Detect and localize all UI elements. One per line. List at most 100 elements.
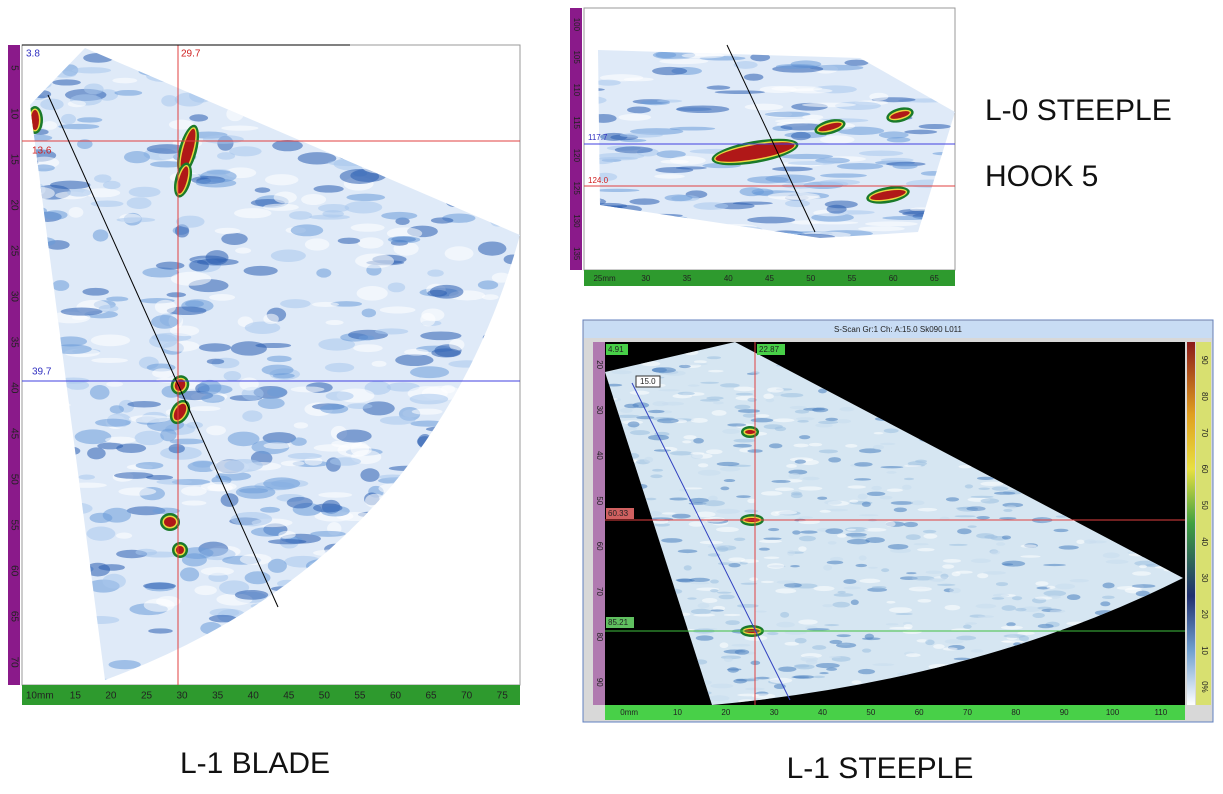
scan-texture [837,534,847,538]
x-tick-label: 30 [770,708,779,717]
scan-texture [992,597,1004,600]
scan-texture [812,408,828,413]
scan-texture [652,367,676,373]
scan-texture [854,478,871,480]
x-tick-label: 25mm [593,274,616,283]
x-tick-label: 35 [683,274,692,283]
scan-texture [880,496,893,500]
scan-texture [615,146,653,153]
scan-texture [1002,535,1011,539]
scan-texture [894,508,907,513]
scan-texture [862,502,871,507]
scan-texture [84,83,104,94]
y-tick-label: 40 [595,451,604,460]
scan-texture [718,562,731,565]
scan-texture [87,527,116,541]
y-tick-label: 20 [1200,610,1209,619]
scan-texture [659,59,708,65]
scan-texture [1035,596,1053,599]
scan-texture [887,489,903,492]
scan-texture [61,114,76,125]
scan-texture [886,601,895,604]
scan-texture [747,678,759,682]
scan-texture [724,614,741,616]
scan-texture [1002,605,1016,611]
scan-texture [755,611,767,613]
scan-texture [231,341,267,355]
x-tick-label: 35 [212,691,224,702]
scan-texture [909,587,932,592]
scan-texture [244,266,278,276]
scan-texture [820,510,831,513]
scan-texture [868,567,878,569]
scan-texture [994,492,1015,495]
scan-texture [799,536,816,541]
scan-texture [819,449,838,453]
scan-texture [670,451,693,455]
scan-texture [773,418,795,422]
scan-texture [380,306,416,313]
scan-texture [267,356,292,363]
scan-texture [843,579,856,584]
scan-texture [478,280,498,289]
scan-texture [180,567,199,581]
scan-texture [816,663,840,668]
scan-texture [710,609,723,611]
scan-composite: 3.8 29.7 13.6 39.7 L-1 BLADE 117.7 124.0… [0,0,1223,789]
scan-texture [262,365,294,376]
scan-texture [943,647,958,650]
scan-texture [967,525,976,528]
scan-texture [353,344,382,352]
scan-texture [194,586,217,596]
x-tick-label: 65 [426,691,438,702]
x-tick-label: 90 [1060,708,1069,717]
scan-texture [312,302,339,307]
scan-texture [652,67,687,75]
scan-texture [919,124,951,129]
scan-texture [291,386,325,392]
scan-texture [735,649,749,655]
x-tick-label: 100 [1106,708,1120,717]
scan-texture [702,598,717,603]
scan-texture [662,512,676,514]
scan-texture [786,464,797,468]
scan-texture [420,313,435,326]
y-tick-label: 50 [1200,501,1209,510]
scan-texture [620,408,633,413]
y-tick-label: 60 [1200,465,1209,474]
scan-texture [926,571,943,574]
scan-texture [825,528,843,534]
scan-texture [682,53,725,59]
x-tick-label: 55 [847,274,856,283]
scan-texture [775,426,787,431]
scan-texture [430,285,464,299]
scan-texture [889,627,912,630]
scan-texture [309,215,350,220]
scan-texture [1006,622,1015,626]
scan-texture [990,550,1000,554]
scan-texture [791,220,819,224]
scan-texture [747,176,788,183]
x-tick-label: 40 [724,274,733,283]
cursor-label: 13.6 [32,146,52,157]
scan-texture [326,320,344,325]
scan-texture [268,539,306,544]
scan-texture [824,624,839,626]
scan-texture [359,335,375,340]
scan-texture [698,603,710,608]
scan-texture [733,444,752,448]
scan-texture [288,453,322,459]
scan-texture [904,130,937,135]
scan-texture [1132,584,1156,588]
scan-texture [381,212,417,220]
scan-texture [751,418,774,422]
scan-texture [93,229,109,241]
scan-texture [143,583,176,590]
scan-texture [817,497,827,500]
scan-texture [102,574,125,589]
scan-texture [801,656,819,662]
scan-texture [99,305,119,312]
scan-texture [978,615,994,618]
scan-texture [893,163,918,169]
x-tick-label: 45 [765,274,774,283]
